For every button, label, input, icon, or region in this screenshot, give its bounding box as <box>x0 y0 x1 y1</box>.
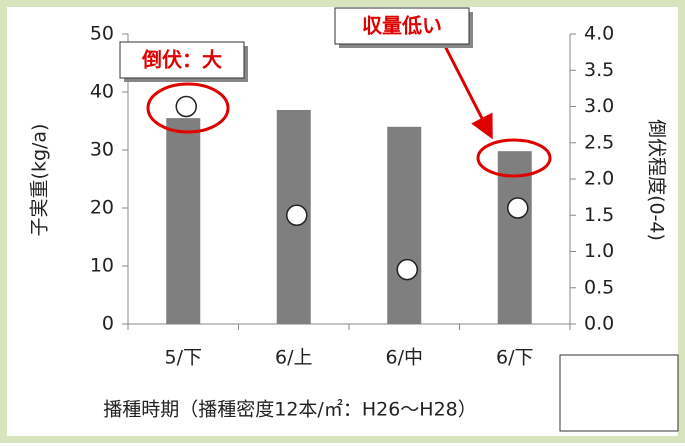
y2-tick-label: 0.0 <box>584 313 614 335</box>
y-tick-label: 40 <box>90 81 114 103</box>
y-axis-label: 子実重(kg/a) <box>29 124 51 237</box>
y-tick-label: 50 <box>90 23 114 45</box>
x-tick-label: 6/下 <box>496 347 534 369</box>
point <box>396 258 418 281</box>
highlight <box>476 138 552 178</box>
annotation-box <box>119 41 245 79</box>
bar <box>387 126 422 324</box>
highlight <box>146 82 230 134</box>
legend <box>559 354 679 432</box>
y2-tick-label: 3.0 <box>584 95 614 117</box>
y-tick-label: 20 <box>90 197 114 219</box>
bar <box>166 118 201 324</box>
x-tick-label: 6/上 <box>275 347 313 369</box>
x-tick-label: 5/下 <box>165 347 203 369</box>
annotation: 倒伏：大 <box>141 48 222 72</box>
y2-tick-label: 0.5 <box>584 276 614 298</box>
x-tick-label: 6/中 <box>386 347 424 369</box>
y2-tick-label: 2.5 <box>584 131 614 153</box>
point <box>286 204 308 226</box>
y-tick-label: 0 <box>102 313 114 335</box>
y-tick-label: 10 <box>90 255 114 277</box>
annotation-box <box>334 7 470 45</box>
bar <box>497 151 532 324</box>
y2-tick-label: 2.0 <box>584 168 614 190</box>
point <box>175 95 197 118</box>
x-axis-label: 播種時期（播種密度12本/㎡：H26～H28） <box>103 398 477 421</box>
y2-tick-label: 1.5 <box>584 204 614 226</box>
annotation: 収量低い <box>362 14 442 38</box>
y2-tick-label: 4.0 <box>584 23 614 45</box>
y2-tick-label: 1.0 <box>584 240 614 262</box>
y2-axis-label: 倒伏程度(0-4) <box>646 119 668 241</box>
y-tick-label: 30 <box>90 139 114 161</box>
point <box>507 197 529 219</box>
y2-tick-label: 3.5 <box>584 59 614 81</box>
arrow <box>443 45 493 140</box>
